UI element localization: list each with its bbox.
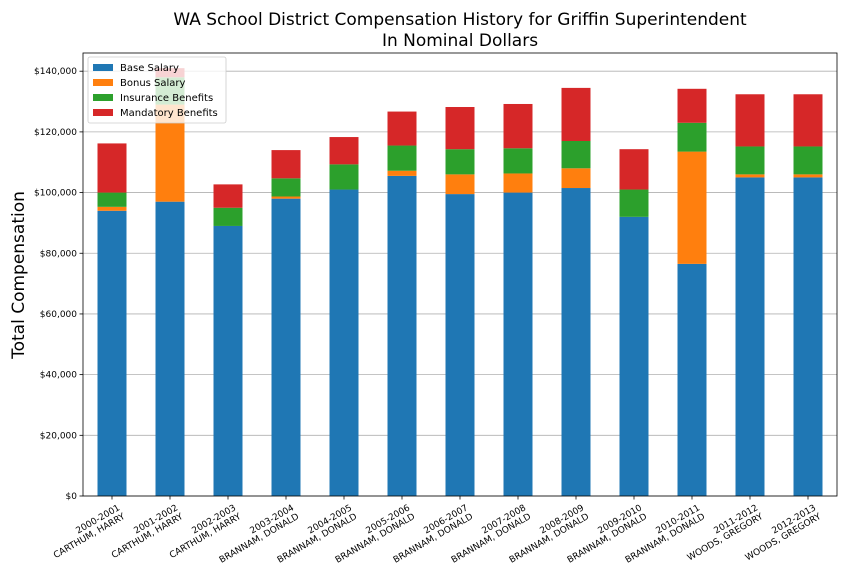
bar-segment-mandatory-benefits — [387, 111, 417, 146]
bar-segment-insurance-benefits — [561, 140, 591, 169]
bar-segment-base-salary — [213, 225, 243, 496]
y-tick-label: $60,000 — [40, 310, 77, 320]
bar-segment-mandatory-benefits — [561, 87, 591, 141]
legend-label: Mandatory Benefits — [120, 108, 218, 119]
bar-segment-insurance-benefits — [793, 146, 823, 175]
bar-segment-base-salary — [387, 175, 417, 496]
bar-segment-mandatory-benefits — [677, 88, 707, 123]
bar-segment-insurance-benefits — [503, 148, 533, 174]
bar-segment-mandatory-benefits — [503, 103, 533, 149]
y-tick-label: $20,000 — [40, 431, 77, 441]
bar-segment-base-salary — [271, 198, 301, 496]
y-tick-label: $140,000 — [34, 67, 77, 77]
y-tick-label: $120,000 — [34, 128, 77, 138]
bar-segment-bonus-salary — [97, 206, 127, 211]
legend-label: Bonus Salary — [120, 78, 186, 89]
bar-segment-bonus-salary — [561, 168, 591, 189]
bar-segment-bonus-salary — [735, 174, 765, 178]
chart-subtitle: In Nominal Dollars — [382, 31, 538, 51]
bar-segment-base-salary — [155, 201, 185, 496]
bars — [97, 68, 823, 497]
legend-swatch — [93, 109, 113, 116]
bar-segment-mandatory-benefits — [793, 94, 823, 147]
bar-segment-insurance-benefits — [619, 189, 649, 217]
bar-segment-base-salary — [561, 188, 591, 496]
legend-box — [87, 56, 227, 124]
bar-segment-base-salary — [329, 189, 359, 497]
bar-segment-insurance-benefits — [445, 149, 475, 175]
legend-label: Base Salary — [120, 63, 179, 74]
bar-segment-base-salary — [619, 216, 649, 497]
bar-segment-insurance-benefits — [735, 146, 765, 175]
bar-segment-bonus-salary — [677, 151, 707, 264]
legend-swatch — [93, 94, 113, 101]
bar-segment-bonus-salary — [387, 170, 417, 176]
y-axis-label: Total Compensation — [9, 191, 29, 360]
bar-segment-mandatory-benefits — [445, 107, 475, 150]
bar-segment-bonus-salary — [271, 196, 301, 199]
chart-title: WA School District Compensation History … — [173, 10, 747, 30]
y-axis: $0 $20,000 $40,000 $60,000 $80,000 $100,000 $1… — [34, 67, 83, 502]
bar-segment-insurance-benefits — [213, 207, 243, 226]
legend-swatch — [93, 64, 113, 71]
y-tick-label: $40,000 — [40, 371, 77, 381]
bar-segment-insurance-benefits — [387, 145, 417, 171]
bar-segment-base-salary — [793, 177, 823, 496]
bar-segment-mandatory-benefits — [97, 143, 127, 193]
bar-segment-insurance-benefits — [329, 164, 359, 190]
bar-segment-mandatory-benefits — [271, 150, 301, 179]
bar-segment-bonus-salary — [503, 173, 533, 193]
y-tick-label: $0 — [66, 492, 78, 502]
bar-segment-bonus-salary — [445, 174, 475, 195]
y-tick-label: $100,000 — [34, 189, 77, 199]
legend: Base Salary Bonus Salary Insurance Benefit… — [87, 56, 227, 124]
bar-segment-base-salary — [503, 192, 533, 496]
bar-segment-base-salary — [97, 210, 127, 496]
bar-segment-mandatory-benefits — [619, 149, 649, 190]
bar-segment-base-salary — [677, 263, 707, 496]
bar-segment-insurance-benefits — [677, 122, 707, 152]
bar-segment-base-salary — [445, 194, 475, 496]
bar-segment-insurance-benefits — [271, 178, 301, 197]
bar-segment-insurance-benefits — [97, 192, 127, 207]
bar-segment-mandatory-benefits — [213, 184, 243, 208]
bar-segment-bonus-salary — [793, 174, 823, 178]
legend-label: Insurance Benefits — [120, 93, 213, 104]
bar-segment-mandatory-benefits — [329, 137, 359, 165]
y-tick-label: $80,000 — [40, 249, 77, 259]
bar-segment-base-salary — [735, 177, 765, 496]
bar-segment-mandatory-benefits — [735, 94, 765, 147]
legend-swatch — [93, 79, 113, 86]
